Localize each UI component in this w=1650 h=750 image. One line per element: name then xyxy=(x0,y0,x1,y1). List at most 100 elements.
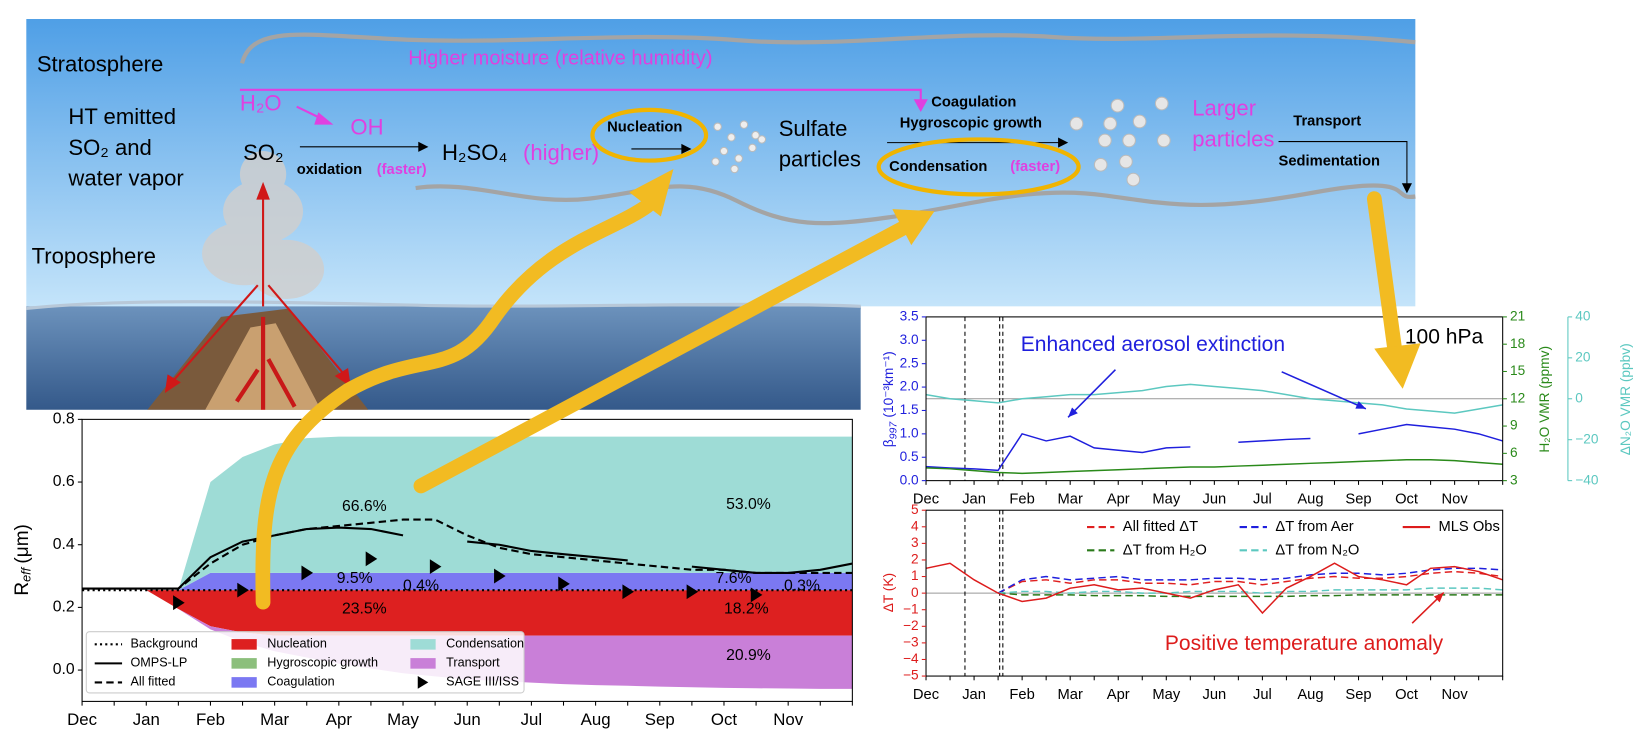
label: Sedimentation xyxy=(1279,154,1380,170)
annotation: Positive temperature anomaly xyxy=(1165,632,1444,655)
x-tick-label: Oct xyxy=(1395,687,1418,703)
x-tick-label: Jul xyxy=(1253,687,1272,703)
label: (faster) xyxy=(377,162,427,178)
label: particles xyxy=(779,146,861,171)
y-tick-label: 0.0 xyxy=(900,472,919,487)
pointer-head xyxy=(1433,592,1444,603)
x-tick-label: Feb xyxy=(1009,492,1034,508)
x-tick-label: Nov xyxy=(1442,687,1469,703)
axis-label: ΔN₂O VMR (ppbv) xyxy=(1617,343,1632,455)
y-tick-label: 2.5 xyxy=(900,355,919,370)
label: Hygroscopic growth xyxy=(900,115,1042,131)
y-tick-label: 4 xyxy=(911,518,919,533)
x-tick-label: Feb xyxy=(196,710,225,729)
annotation: 0.4% xyxy=(403,577,439,594)
label: OH xyxy=(350,115,383,140)
pointer xyxy=(1067,369,1116,418)
line xyxy=(997,567,1503,594)
axis-label-text: ΔN₂O VMR (ppbv) xyxy=(1617,343,1632,455)
axis-label-sub: eff xyxy=(20,566,34,582)
annotation: 53.0% xyxy=(726,496,771,513)
particles xyxy=(711,120,767,174)
legend-swatch xyxy=(231,677,257,688)
axis-label-unit: (10⁻³km⁻¹) xyxy=(881,351,896,417)
x-tick-label: Jan xyxy=(133,710,160,729)
legend-label: SAGE III/ISS xyxy=(446,675,519,689)
y-tick-label: 0.5 xyxy=(900,449,919,464)
label: Coagulation xyxy=(931,94,1016,110)
x-tick-label: Sep xyxy=(645,710,675,729)
y-tick-label: −3 xyxy=(903,634,919,649)
eruption-arrows xyxy=(164,181,351,394)
y-tick-label: 0 xyxy=(911,585,919,600)
label: Sulfate xyxy=(779,116,848,141)
marker xyxy=(237,582,249,598)
legend-label: ΔT from H₂O xyxy=(1123,542,1207,558)
label: Higher moisture (relative humidity) xyxy=(408,47,712,69)
y-tick-label: 2.0 xyxy=(900,379,919,394)
label: Condensation xyxy=(889,159,987,175)
annotation: 100 hPa xyxy=(1405,326,1484,349)
pointer xyxy=(1281,371,1367,410)
y-tick-label: 3 xyxy=(1510,472,1518,487)
legend-label: All fitted ΔT xyxy=(1123,519,1198,535)
annotation: 0.3% xyxy=(784,577,820,594)
pointer-head xyxy=(1355,401,1366,409)
annotation: 7.6% xyxy=(716,570,752,587)
x-tick-label: Dec xyxy=(913,687,939,703)
legend-label: MLS Obs xyxy=(1438,519,1499,535)
y-tick-label: 6 xyxy=(1510,445,1518,460)
legend-swatch xyxy=(231,658,257,669)
x-tick-label: Dec xyxy=(913,492,939,508)
arrow xyxy=(296,105,334,125)
marker xyxy=(173,595,185,611)
x-tick-label: Oct xyxy=(1395,492,1418,508)
label: (faster) xyxy=(1010,159,1060,175)
highlight xyxy=(590,107,709,163)
y-tick-label: 40 xyxy=(1575,309,1591,324)
y-tick-label: 0.0 xyxy=(53,661,75,678)
x-tick-label: Aug xyxy=(1297,687,1323,703)
axis-label-text: ΔT (K) xyxy=(881,573,896,612)
x-tick-label: Aug xyxy=(1297,492,1323,508)
marker xyxy=(365,551,378,567)
y-tick-label: 0.8 xyxy=(53,411,75,428)
marker xyxy=(558,576,570,592)
x-tick-label: Nov xyxy=(1442,492,1469,508)
x-tick-label: Jul xyxy=(521,710,543,729)
x-tick-label: Mar xyxy=(260,710,289,729)
x-tick-label: Jun xyxy=(454,710,481,729)
axis-label-text: H₂O VMR (ppmv) xyxy=(1536,346,1551,453)
label: H₂O xyxy=(240,90,282,115)
pointer-head xyxy=(1068,407,1078,418)
annotation: Enhanced aerosol extinction xyxy=(1021,333,1285,356)
chart: Dec Jan Feb Mar Apr May Jun Jul Aug Sep Oct Nov −5 −4… xyxy=(881,502,1504,703)
x-tick-label: Mar xyxy=(1058,492,1083,508)
y-tick-label: −4 xyxy=(903,651,919,666)
y-tick-label: 9 xyxy=(1510,418,1518,433)
area xyxy=(82,572,853,591)
particles xyxy=(1069,96,1171,187)
legend-label: Condensation xyxy=(446,637,524,651)
x-tick-label: Sep xyxy=(1345,687,1371,703)
label: Troposphere xyxy=(32,244,156,269)
y-tick-label: 20 xyxy=(1575,349,1591,364)
line xyxy=(82,518,853,590)
y-tick-label: 18 xyxy=(1510,336,1526,351)
y-tick-label: −40 xyxy=(1575,472,1599,487)
axis-label: Reff (μm) xyxy=(12,524,34,595)
y-tick-label: −2 xyxy=(903,618,919,633)
axis-label-text: R xyxy=(12,582,33,596)
y-tick-label: 0.4 xyxy=(53,536,75,553)
annotation: 23.5% xyxy=(342,601,387,618)
y-tick-label: 0.2 xyxy=(53,599,75,616)
horizon xyxy=(26,300,861,311)
line xyxy=(998,592,1503,598)
label: SO₂ xyxy=(243,140,283,165)
x-tick-label: Jun xyxy=(1202,492,1226,508)
marker xyxy=(494,568,506,584)
label: Stratosphere xyxy=(37,51,163,76)
label: oxidation xyxy=(297,162,362,178)
x-tick-label: Nov xyxy=(773,710,803,729)
